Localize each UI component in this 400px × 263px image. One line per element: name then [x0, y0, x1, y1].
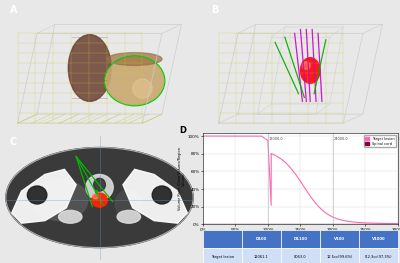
Ellipse shape [105, 57, 164, 105]
Y-axis label: Volume Ratio (Dose Volume/Region
Volume): Volume Ratio (Dose Volume/Region Volume) [178, 148, 186, 210]
Ellipse shape [94, 178, 105, 191]
Text: C: C [10, 137, 17, 147]
Ellipse shape [300, 58, 320, 83]
Polygon shape [12, 169, 76, 223]
Text: A: A [10, 5, 17, 15]
Text: 36000.0: 36000.0 [399, 137, 400, 141]
Ellipse shape [86, 174, 113, 200]
Text: B: B [211, 5, 218, 15]
Ellipse shape [92, 193, 107, 207]
Ellipse shape [107, 53, 162, 65]
Ellipse shape [115, 190, 142, 218]
Ellipse shape [117, 210, 140, 223]
Text: 24000.0: 24000.0 [334, 137, 348, 141]
Ellipse shape [68, 35, 111, 101]
Ellipse shape [93, 194, 98, 199]
Polygon shape [123, 169, 187, 223]
Text: 12000.0: 12000.0 [269, 137, 283, 141]
Text: D: D [180, 126, 186, 135]
Ellipse shape [133, 79, 152, 98]
Legend: Target lesion, Spinal cord: Target lesion, Spinal cord [364, 135, 396, 147]
Ellipse shape [27, 186, 47, 204]
Ellipse shape [6, 148, 193, 247]
Ellipse shape [33, 180, 88, 221]
Ellipse shape [58, 210, 82, 223]
X-axis label: Dose level (Reference dose 12000.0cGy): Dose level (Reference dose 12000.0cGy) [259, 234, 342, 238]
Ellipse shape [302, 62, 310, 69]
Ellipse shape [152, 186, 172, 204]
